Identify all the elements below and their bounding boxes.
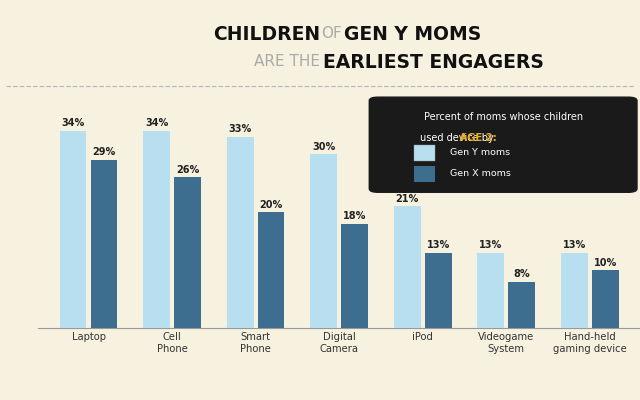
Text: 21%: 21%	[396, 194, 419, 204]
Text: 13%: 13%	[427, 240, 450, 250]
Text: 18%: 18%	[343, 211, 366, 221]
Text: 34%: 34%	[61, 118, 84, 128]
Bar	[508, 282, 535, 328]
Text: AGE 2:: AGE 2:	[435, 133, 497, 143]
Bar	[174, 177, 201, 328]
FancyBboxPatch shape	[415, 145, 435, 161]
Bar	[425, 253, 452, 328]
Text: 20%: 20%	[259, 200, 283, 210]
Bar	[143, 131, 170, 328]
Text: 30%: 30%	[312, 142, 335, 152]
Bar	[310, 154, 337, 328]
Bar	[91, 160, 117, 328]
Text: OF: OF	[321, 26, 342, 42]
Text: 10%: 10%	[594, 258, 617, 268]
Text: 29%: 29%	[92, 148, 116, 158]
Bar	[394, 206, 420, 328]
Text: 33%: 33%	[228, 124, 252, 134]
Bar	[60, 131, 86, 328]
Text: Gen X moms: Gen X moms	[451, 169, 511, 178]
Text: 8%: 8%	[513, 269, 530, 279]
Bar	[227, 136, 253, 328]
Text: OF: OF	[320, 14, 348, 32]
Text: CHILDREN: CHILDREN	[211, 14, 320, 32]
Bar	[341, 224, 368, 328]
Text: 34%: 34%	[145, 118, 168, 128]
Text: ARE THE: ARE THE	[254, 54, 320, 70]
Bar	[592, 270, 619, 328]
Text: EARLIEST ENGAGERS: EARLIEST ENGAGERS	[323, 52, 543, 72]
Text: GEN Y MOMS: GEN Y MOMS	[344, 24, 481, 44]
Bar	[477, 253, 504, 328]
Text: CHILDREN: CHILDREN	[213, 24, 320, 44]
Text: 26%: 26%	[176, 165, 199, 175]
Text: Percent of moms whose children: Percent of moms whose children	[424, 112, 582, 122]
Text: Gen Y moms: Gen Y moms	[451, 148, 511, 157]
FancyBboxPatch shape	[369, 97, 637, 192]
Text: 13%: 13%	[563, 240, 586, 250]
Text: used device by: used device by	[420, 133, 497, 143]
Bar	[258, 212, 284, 328]
Bar	[561, 253, 588, 328]
FancyBboxPatch shape	[415, 166, 435, 182]
Text: 13%: 13%	[479, 240, 502, 250]
